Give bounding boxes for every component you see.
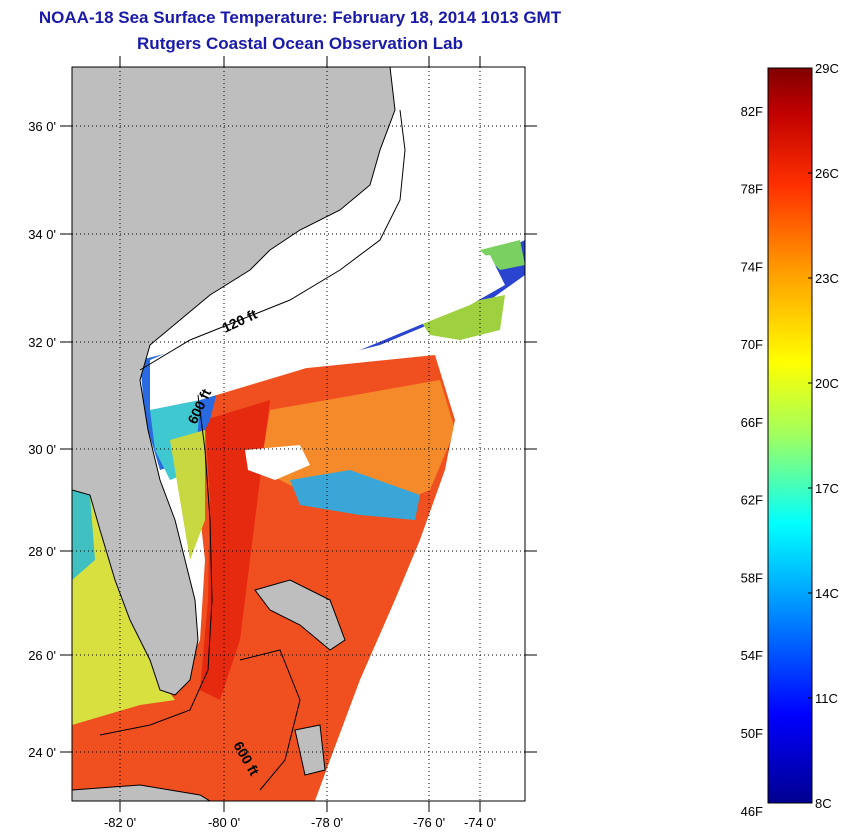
lon-label-82: -82 0': [104, 815, 136, 830]
land-bahamas-2: [294, 724, 326, 776]
colorbar-c-label: 23C: [815, 271, 839, 286]
colorbar-f-label: 74F: [741, 259, 763, 274]
sst-hot-core: [200, 400, 270, 700]
lon-label-78: -78 0': [311, 815, 343, 830]
colorbar-c-label: 26C: [815, 166, 839, 181]
sst-gulf-cool: [72, 490, 95, 580]
colorbar-f-label: 54F: [741, 648, 763, 663]
cloud-patch: [245, 445, 310, 480]
colorbar-c-label: 17C: [815, 481, 839, 496]
contour-600ft-bahamas: [239, 649, 301, 791]
colorbar-c-label: 20C: [815, 376, 839, 391]
lat-label-34: 34 0': [28, 227, 56, 242]
colorbar-f-label: 58F: [741, 570, 763, 585]
lon-label-76: -76 0': [413, 815, 445, 830]
colorbar-f-label: 82F: [741, 104, 763, 119]
sst-cool-band: [290, 470, 420, 520]
colorbar-f-label: 62F: [741, 493, 763, 508]
land-cuba-edge: [72, 784, 211, 801]
sst-nearshore-warm: [170, 430, 205, 560]
sst-green-ne: [480, 240, 525, 270]
sst-gulf: [72, 490, 175, 725]
axis-ticks: [60, 56, 537, 812]
colorbar-f-label: 70F: [741, 337, 763, 352]
map-border: [71, 66, 526, 802]
colorbar-f-label: 50F: [741, 726, 763, 741]
land-southeast-us: [72, 67, 396, 696]
no-data-east: [315, 400, 525, 801]
colorbar: [767, 67, 813, 804]
lat-label-28: 28 0': [28, 544, 56, 559]
lat-label-24: 24 0': [28, 745, 56, 760]
lat-label-32: 32 0': [28, 335, 56, 350]
colorbar-f-label: 66F: [741, 415, 763, 430]
colorbar-ticks: [808, 67, 812, 804]
map-subtitle: Rutgers Coastal Ocean Observation Lab: [137, 34, 463, 53]
land-bahamas-1: [254, 579, 346, 651]
map-area: 120 ft 600 ft 600 ft: [72, 67, 525, 801]
colorbar-f-label: 46F: [741, 804, 763, 819]
colorbar-f-label: 78F: [741, 182, 763, 197]
map-title: NOAA-18 Sea Surface Temperature: Februar…: [38, 8, 562, 27]
lat-label-36: 36 0': [28, 119, 56, 134]
colorbar-fahrenheit-labels: 82F 78F 74F 70F 66F 62F 58F 54F 50F 46F: [741, 104, 763, 819]
colorbar-c-label: 29C: [815, 61, 839, 76]
contour-120ft: [139, 109, 406, 371]
colorbar-celsius-labels: 29C 26C 23C 20C 17C 14C 11C 8C: [815, 61, 839, 811]
lon-label-80: -80 0': [208, 815, 240, 830]
contour-600ft: [99, 394, 213, 736]
colorbar-c-label: 8C: [815, 796, 832, 811]
colorbar-c-label: 14C: [815, 586, 839, 601]
lat-label-30: 30 0': [28, 442, 56, 457]
cloud-band: [150, 255, 505, 410]
lon-label-74: -74 0': [464, 815, 496, 830]
sst-green-north: [420, 295, 505, 340]
lat-label-26: 26 0': [28, 648, 56, 663]
colorbar-c-label: 11C: [815, 691, 838, 706]
